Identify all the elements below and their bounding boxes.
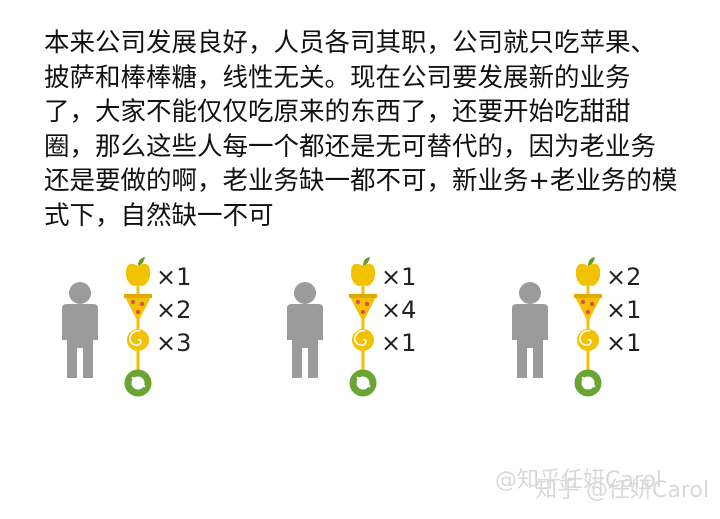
donut-sprinkle — [142, 384, 146, 388]
donut-icon — [574, 369, 602, 397]
donut-sprinkle — [581, 376, 585, 380]
watermark: 知乎 @任妍Carol — [535, 478, 709, 503]
pizza-topping — [364, 301, 370, 307]
pizza-icon — [350, 297, 376, 322]
pizza-topping — [135, 309, 141, 315]
text-line: 了，大家不能仅仅吃原来的东西了，还要开始吃甜甜 — [44, 97, 631, 127]
text-line: 圈，那么这些人每一个都还是无可替代的，因为老业务 — [44, 131, 657, 162]
pizza-topping — [589, 301, 595, 307]
donut-icon — [124, 369, 152, 397]
text-line: 本来公司发展良好，人员各司其职，公司就只吃苹果、 — [44, 28, 657, 58]
donut-sprinkle — [367, 384, 371, 388]
pizza-topping — [580, 299, 586, 305]
text-line: 式下，自然缺一不可 — [44, 200, 274, 231]
apple-leaf — [588, 257, 595, 266]
apple-count: ×2 — [606, 263, 641, 291]
person-body — [512, 304, 548, 378]
person-head — [294, 282, 316, 304]
lollipop-swirl — [129, 329, 142, 346]
donut-sprinkle — [131, 376, 135, 380]
person-body — [62, 304, 98, 378]
apple-leaf — [363, 257, 370, 266]
person-body — [287, 304, 323, 378]
apple-icon — [125, 263, 151, 286]
apple-icon — [350, 263, 376, 286]
paragraph: 本来公司发展良好，人员各司其职，公司就只吃苹果、 披萨和棒棒糖，线性无关。现在公司… — [44, 26, 677, 233]
donut-sprinkle — [356, 376, 360, 380]
lollipop-swirl — [579, 329, 592, 346]
apple-icon — [575, 263, 601, 286]
apple-count: ×1 — [381, 263, 416, 291]
lollipop-swirl — [354, 329, 367, 346]
pizza-count: ×2 — [156, 296, 191, 324]
person-head — [519, 282, 541, 304]
pizza-topping — [355, 299, 361, 305]
apple-count: ×1 — [156, 263, 191, 291]
text-line: 披萨和棒棒糖，线性无关。现在公司要发展新的业务 — [44, 62, 631, 93]
pizza-topping — [360, 309, 366, 315]
watermark: @知乎任妍Carol — [495, 468, 662, 493]
donut-sprinkle — [592, 384, 596, 388]
lollipop-count: ×1 — [606, 329, 641, 357]
person-head — [69, 282, 91, 304]
apple-leaf — [138, 257, 145, 266]
pizza-count: ×4 — [381, 296, 416, 324]
lollipop-count: ×1 — [381, 329, 416, 357]
person-group: ×1 ×2 ×3 — [62, 257, 191, 397]
pizza-icon — [125, 297, 151, 322]
pizza-topping — [130, 299, 136, 305]
lollipop-count: ×3 — [156, 329, 191, 357]
person-group: ×2 ×1 ×1 — [512, 257, 641, 397]
pizza-crust — [349, 294, 377, 298]
pizza-topping — [585, 309, 591, 315]
pizza-icon — [575, 297, 601, 322]
pizza-count: ×1 — [606, 296, 641, 324]
person-group: ×1 ×4 ×1 — [287, 257, 416, 397]
text-line: 还是要做的啊，老业务缺一都不可，新业务+老业务的模 — [44, 166, 678, 196]
donut-icon — [349, 369, 377, 397]
pizza-crust — [124, 294, 152, 298]
pizza-crust — [574, 294, 602, 298]
pizza-topping — [139, 301, 145, 307]
